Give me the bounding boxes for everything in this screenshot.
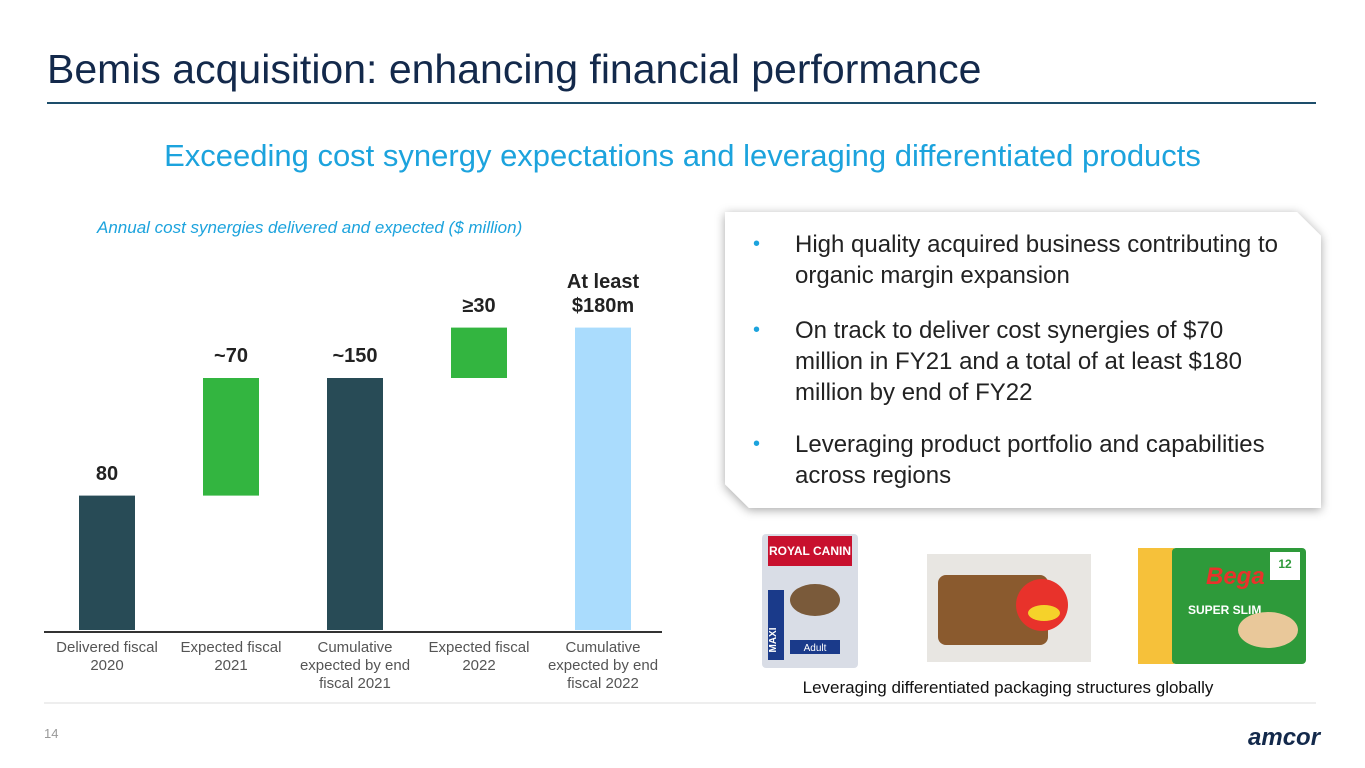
- x-tick-label: Expected fiscal 2022: [428, 639, 530, 674]
- value-label: 80: [95, 462, 119, 485]
- image-text: MAXI: [768, 627, 779, 652]
- x-tick-label: Cumulative expected by end fiscal 2022: [547, 639, 659, 692]
- bar: [203, 378, 259, 496]
- bar: [575, 327, 631, 630]
- value-label: ≥30: [462, 294, 496, 317]
- bar: [79, 495, 135, 630]
- image-text: 12: [1278, 557, 1292, 571]
- slide-title: Bemis acquisition: enhancing financial p…: [47, 46, 982, 92]
- page-number: 14: [44, 726, 59, 741]
- value-label: At least $180m: [566, 270, 640, 317]
- x-tick-label: Cumulative expected by end fiscal 2021: [299, 639, 411, 692]
- bullet-marker: •: [753, 319, 761, 341]
- bullet-marker: •: [753, 433, 761, 455]
- image-text: ROYAL CANIN: [769, 544, 851, 558]
- image-text: Bega: [1206, 563, 1265, 590]
- product-image: ROYAL CANIN MAXI Adult: [762, 534, 858, 668]
- logo: amcor: [1248, 724, 1321, 751]
- bullet-marker: •: [753, 233, 761, 255]
- subtitle: Exceeding cost synergy expectations and …: [164, 138, 1201, 173]
- x-tick-label: Delivered fiscal 2020: [56, 639, 158, 674]
- bullet-text: Leveraging product portfolio and capabil…: [795, 431, 1265, 489]
- bar: [327, 378, 383, 630]
- caption: Leveraging differentiated packaging stru…: [802, 678, 1214, 697]
- chart-title: Annual cost synergies delivered and expe…: [97, 218, 523, 237]
- bar: [451, 327, 507, 378]
- bullet-text: High quality acquired business contribut…: [795, 231, 1278, 289]
- x-tick-label: Expected fiscal 2021: [180, 639, 282, 674]
- product-image: Bega 12 SUPER SLIM: [1138, 548, 1306, 664]
- product-image: [927, 554, 1091, 662]
- value-label: ~70: [214, 345, 248, 367]
- image-text: Adult: [804, 643, 827, 654]
- value-label: ~150: [332, 345, 378, 367]
- bullet-text: On track to deliver cost synergies of $7…: [795, 317, 1242, 406]
- image-text: SUPER SLIM: [1188, 603, 1261, 617]
- bullet-panel: • High quality acquired business contribu…: [725, 212, 1321, 508]
